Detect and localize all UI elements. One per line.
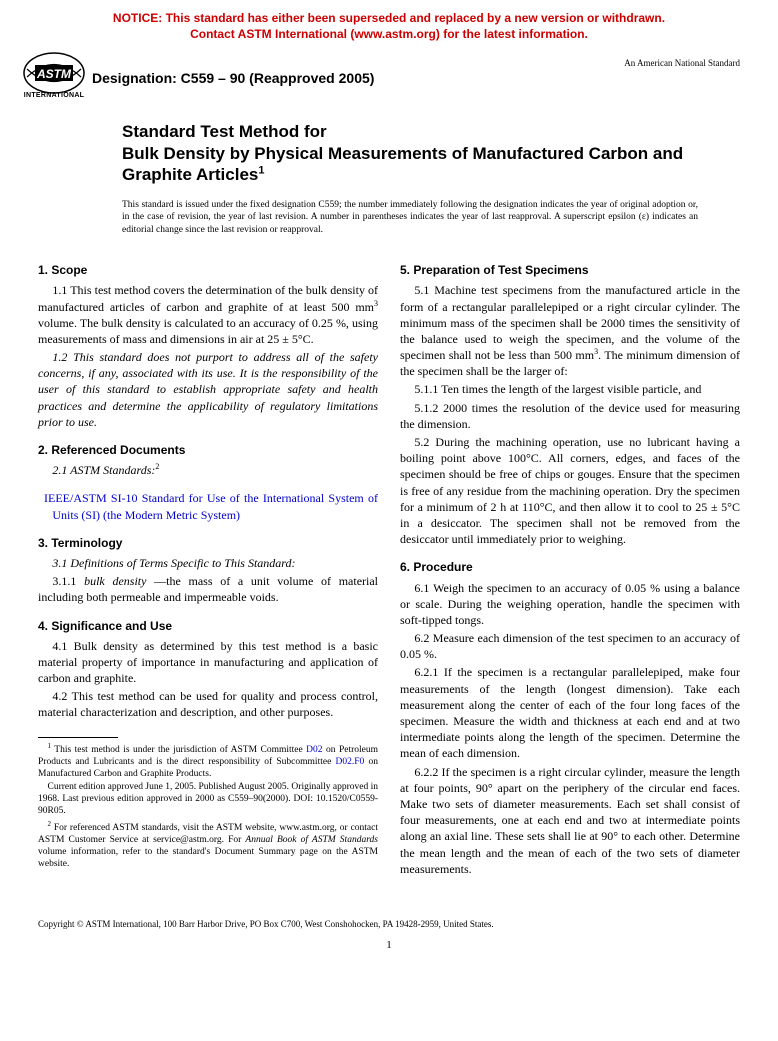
copyright: Copyright © ASTM International, 100 Barr… [0,879,778,935]
footnote-2: 2 For referenced ASTM standards, visit t… [38,820,378,871]
footnote-1: 1 This test method is under the jurisdic… [38,742,378,781]
link-d02[interactable]: D02 [306,745,322,755]
astm-logo-icon: ASTM [23,52,85,94]
footnote-1b: Current edition approved June 1, 2005. P… [38,782,378,818]
ans-label: An American National Standard [624,52,740,68]
right-column: 5. Preparation of Test Specimens 5.1 Mac… [400,250,740,879]
para-5-1: 5.1 Machine test specimens from the manu… [400,282,740,379]
para-6-2-2: 6.2.2 If the specimen is a right circula… [400,764,740,877]
title-line-1: Standard Test Method for [122,122,327,141]
designation: Designation: C559 – 90 (Reapproved 2005) [92,70,374,86]
link-d02f0[interactable]: D02.F0 [336,757,365,767]
section-5-head: 5. Preparation of Test Specimens [400,262,740,278]
para-4-2: 4.2 This test method can be used for qua… [38,688,378,720]
para-6-2: 6.2 Measure each dimension of the test s… [400,630,740,662]
section-6-head: 6. Procedure [400,559,740,575]
ref-ieee-si10[interactable]: IEEE/ASTM SI-10 Standard for Use of the … [52,490,378,522]
astm-logo: ASTM INTERNATIONAL [22,52,86,99]
notice-banner: NOTICE: This standard has either been su… [0,0,778,46]
notice-line-1: NOTICE: This standard has either been su… [113,11,665,25]
title-footnote-ref: 1 [258,164,264,176]
document-title: Standard Test Method for Bulk Density by… [0,99,778,193]
designation-block: Designation: C559 – 90 (Reapproved 2005) [86,52,624,88]
section-4-head: 4. Significance and Use [38,618,378,634]
para-5-2: 5.2 During the machining operation, use … [400,434,740,547]
logo-label: INTERNATIONAL [22,92,86,99]
para-3-1-1: 3.1.1 bulk density —the mass of a unit v… [38,573,378,605]
page-number: 1 [0,935,778,971]
section-2-head: 2. Referenced Documents [38,442,378,458]
para-5-1-1: 5.1.1 Ten times the length of the larges… [400,381,740,397]
para-6-1: 6.1 Weigh the specimen to an accuracy of… [400,580,740,629]
svg-text:ASTM: ASTM [36,67,72,81]
notice-line-2: Contact ASTM International (www.astm.org… [190,27,588,41]
issuance-note: This standard is issued under the fixed … [0,193,778,250]
para-4-1: 4.1 Bulk density as determined by this t… [38,638,378,687]
para-3-1: 3.1 Definitions of Terms Specific to Thi… [38,555,378,571]
para-1-2: 1.2 This standard does not purport to ad… [38,349,378,430]
footnote-divider [38,737,118,738]
para-2-1: 2.1 ASTM Standards:2 [38,462,378,478]
header: ASTM INTERNATIONAL Designation: C559 – 9… [0,46,778,99]
para-1-1: 1.1 This test method covers the determin… [38,282,378,347]
left-column: 1. Scope 1.1 This test method covers the… [38,250,378,879]
para-5-1-2: 5.1.2 2000 times the resolution of the d… [400,400,740,432]
section-1-head: 1. Scope [38,262,378,278]
section-3-head: 3. Terminology [38,535,378,551]
title-line-2: Bulk Density by Physical Measurements of… [122,144,683,184]
para-6-2-1: 6.2.1 If the specimen is a rectangular p… [400,664,740,761]
body-columns: 1. Scope 1.1 This test method covers the… [0,250,778,879]
